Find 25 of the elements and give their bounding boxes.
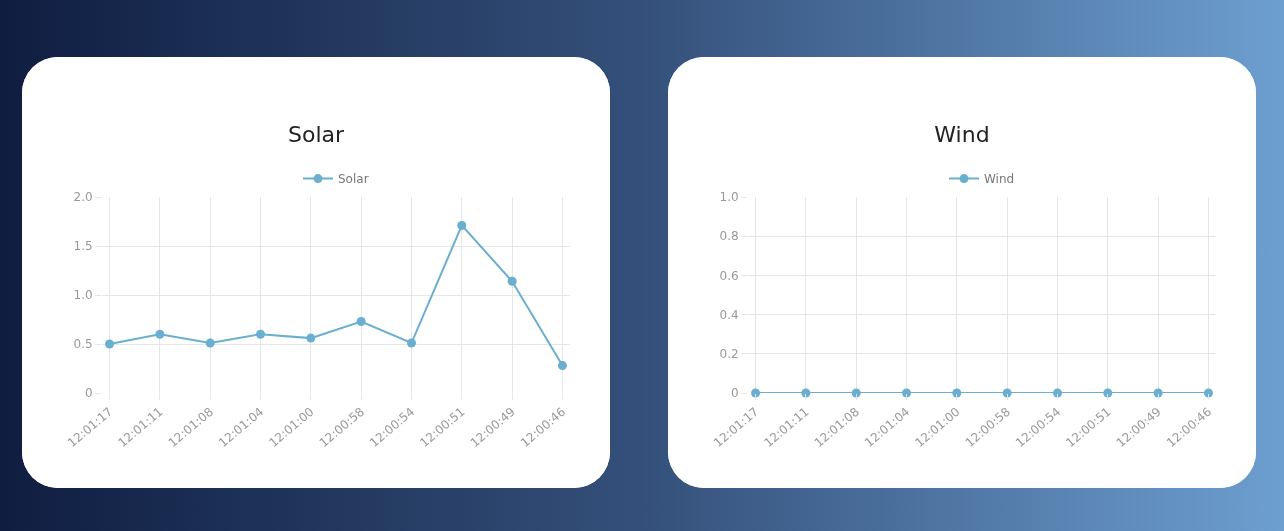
point [356,316,366,326]
chart-title: Solar [287,122,345,148]
y-tick-label: 0.6 [719,268,739,283]
y-tick-label: 1.5 [73,239,93,254]
point [406,338,416,348]
point [155,329,165,339]
y-tick-label: 0.2 [719,347,739,361]
point [306,333,316,343]
y-tick-label: 0 [730,386,739,401]
legend-label: Wind [984,172,1015,187]
point [457,220,467,230]
y-tick-label: 0.5 [73,337,93,352]
point [105,339,115,349]
y-tick-label: 0 [84,386,93,401]
y-tick-label: 2.0 [73,190,93,205]
y-tick-label: 1.0 [73,288,93,303]
y-tick-label: 1.0 [719,190,739,205]
y-tick-label: 0.8 [719,229,739,244]
point [205,338,215,348]
point [507,276,517,286]
chart-title: Wind [934,122,990,148]
point [256,329,266,339]
point [557,361,567,371]
y-tick-label: 0.4 [719,307,739,322]
legend-label: Solar [338,172,369,187]
